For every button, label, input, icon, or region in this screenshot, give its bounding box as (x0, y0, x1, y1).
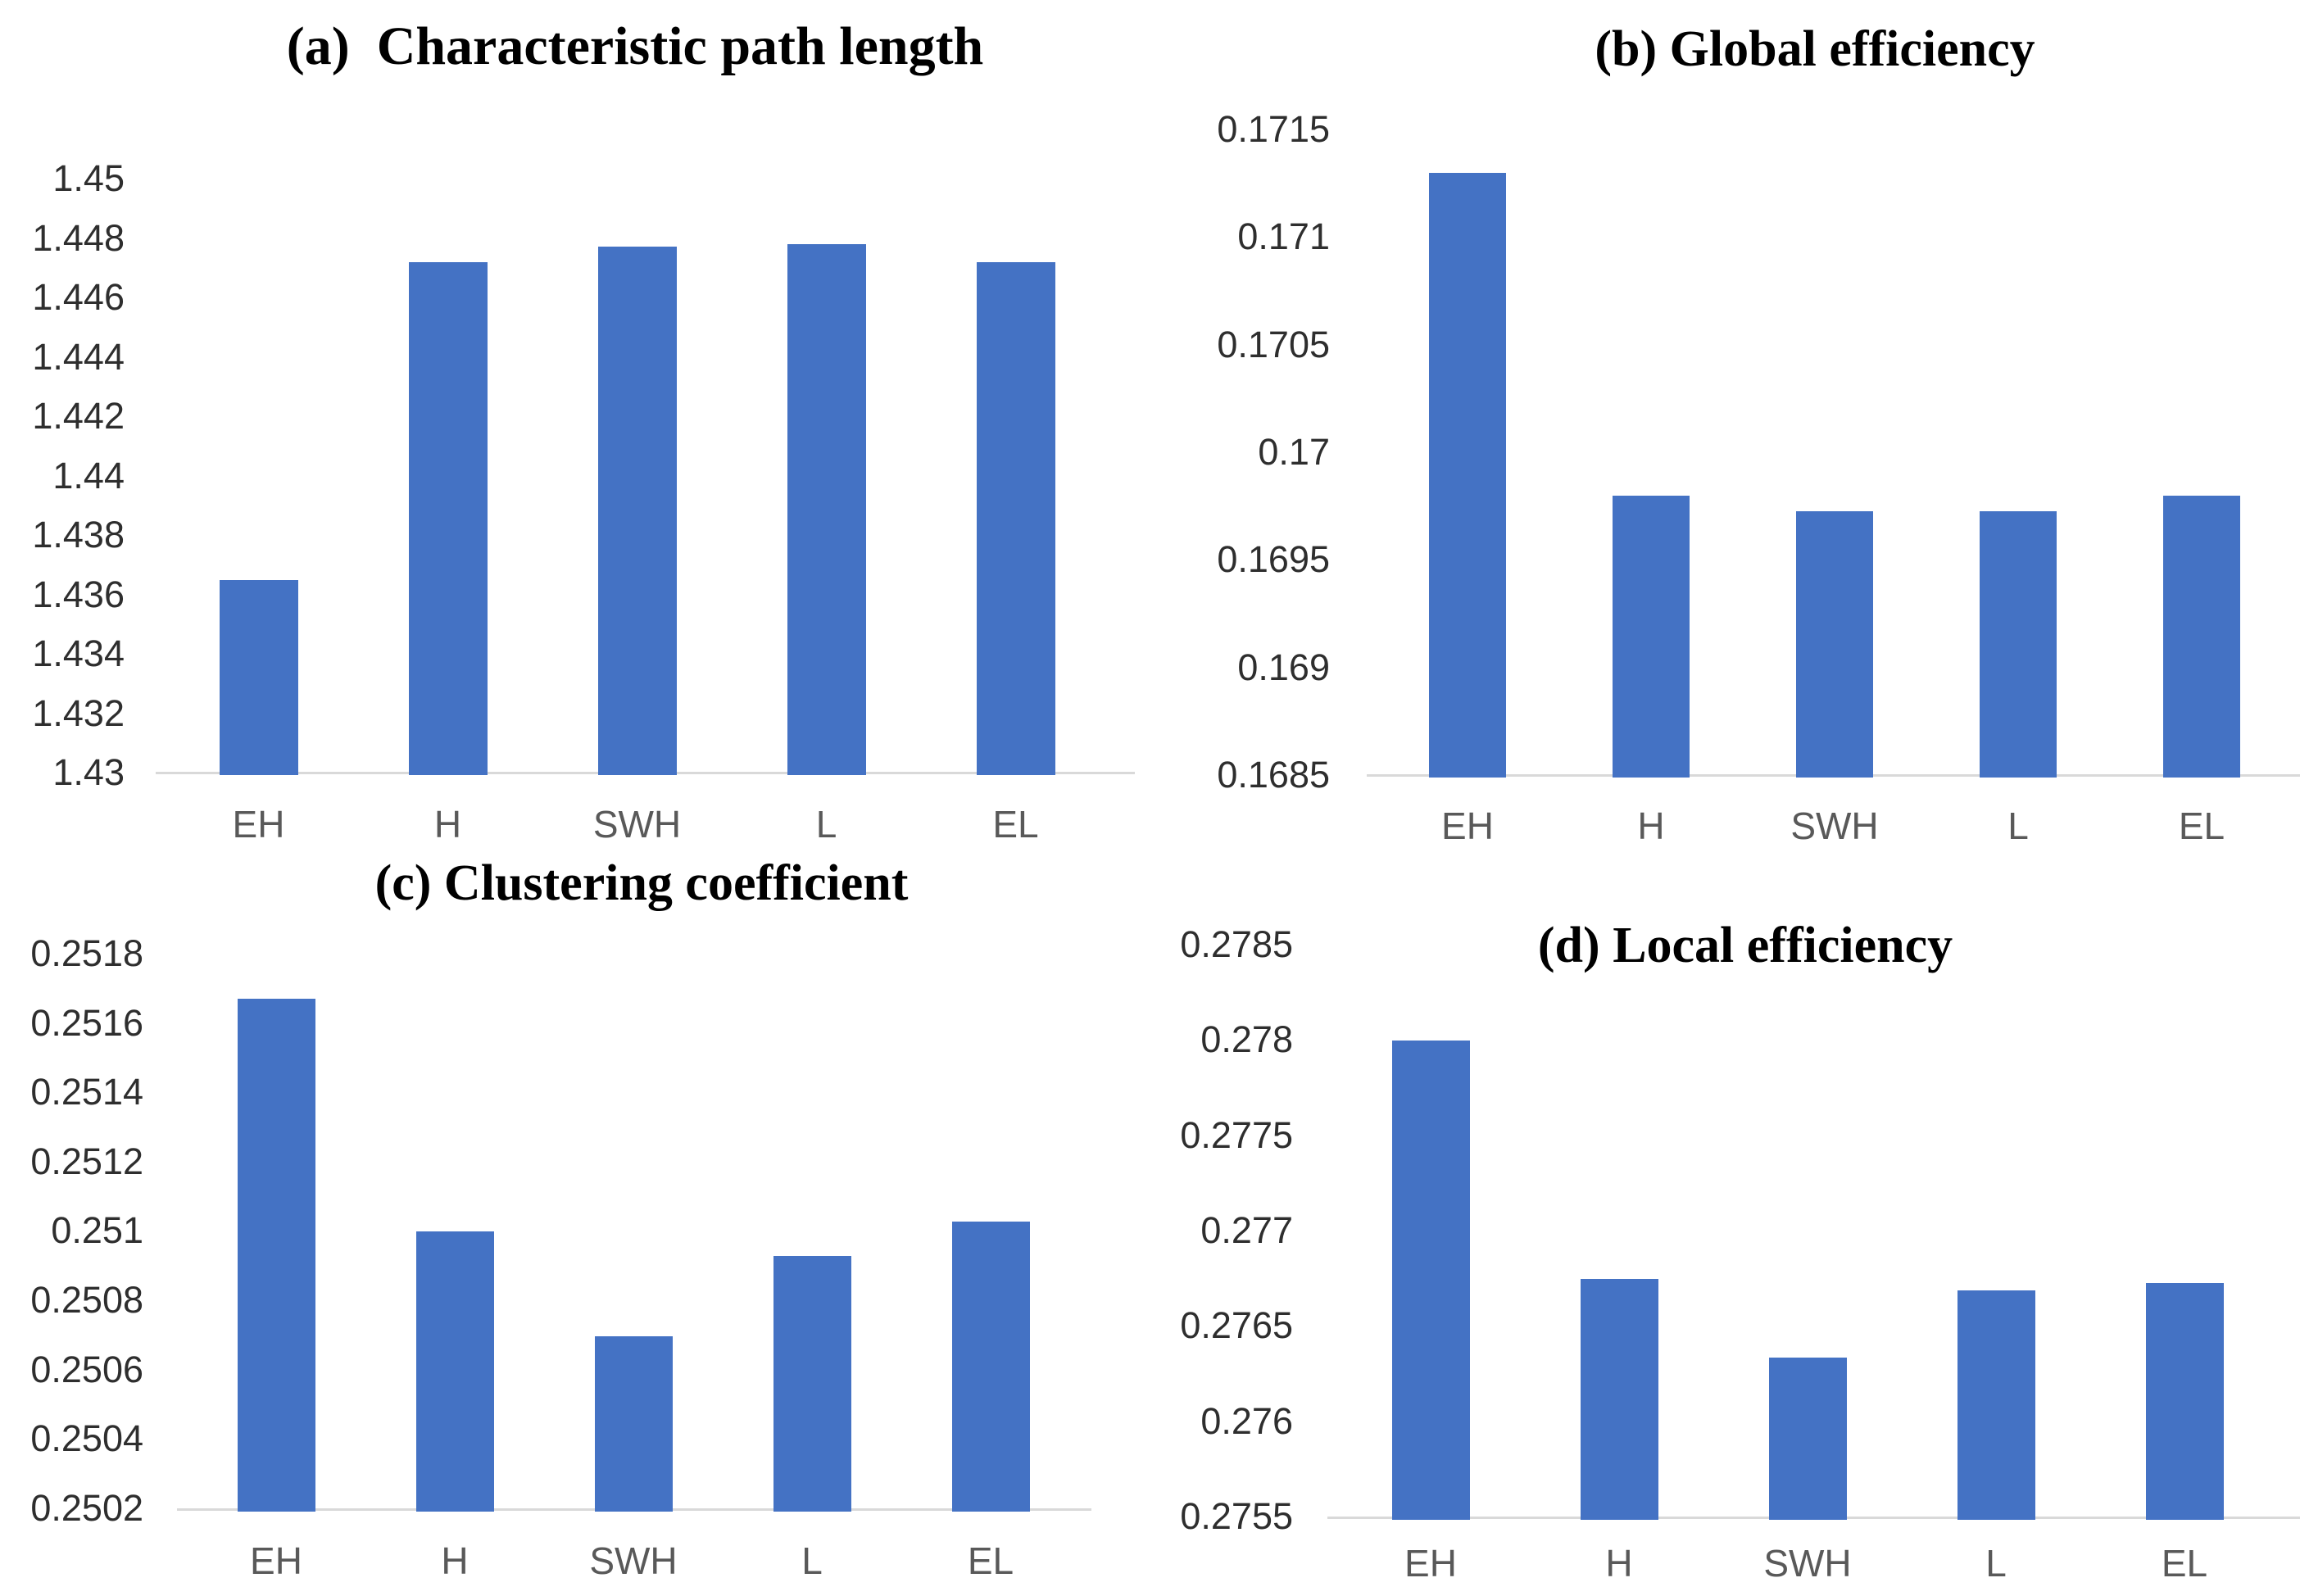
y-tick-label-b-0.171: 0.171 (1237, 215, 1330, 257)
bar-d-eh (1392, 1041, 1470, 1520)
y-tick-label-d-0.2775: 0.2775 (1180, 1114, 1293, 1156)
bar-c-l (773, 1256, 851, 1512)
y-tick-label-a-1.442: 1.442 (32, 395, 125, 437)
chart-a-title: (a) Characteristic path length (286, 16, 984, 76)
x-category-label-b-swh: SWH (1790, 805, 1879, 847)
y-tick-label-b-0.169: 0.169 (1237, 646, 1330, 688)
x-category-label-b-l: L (2007, 805, 2029, 847)
x-category-label-a-l: L (815, 803, 837, 846)
bar-a-eh (220, 580, 298, 775)
x-category-label-d-h: H (1605, 1542, 1633, 1585)
bar-b-el (2163, 496, 2240, 778)
x-category-label-b-el: EL (2178, 805, 2225, 847)
y-tick-label-c-0.2514: 0.2514 (30, 1071, 143, 1113)
bar-c-el (952, 1222, 1030, 1512)
y-tick-label-c-0.251: 0.251 (51, 1209, 143, 1251)
y-tick-label-b-0.17: 0.17 (1258, 431, 1330, 473)
bar-a-l (787, 244, 866, 775)
bar-b-eh (1429, 173, 1506, 778)
y-tick-label-a-1.448: 1.448 (32, 217, 125, 259)
y-tick-label-c-0.2508: 0.2508 (30, 1279, 143, 1321)
bar-d-swh (1769, 1358, 1847, 1520)
y-tick-label-a-1.436: 1.436 (32, 574, 125, 615)
x-category-label-c-eh: EH (250, 1539, 302, 1582)
x-category-label-c-el: EL (967, 1539, 1014, 1582)
x-category-label-a-swh: SWH (592, 803, 682, 846)
y-tick-label-a-1.438: 1.438 (32, 514, 125, 555)
x-category-label-a-el: EL (992, 803, 1039, 846)
y-tick-label-a-1.446: 1.446 (32, 276, 125, 318)
chart-c-clustering-coefficient: (c) Clustering coefficient 0.2518 0.2516 0… (0, 836, 1147, 1596)
bar-c-swh (595, 1336, 673, 1512)
y-tick-label-c-0.2504: 0.2504 (30, 1417, 143, 1459)
y-tick-label-c-0.2516: 0.2516 (30, 1002, 143, 1044)
x-category-label-c-swh: SWH (589, 1539, 678, 1582)
bar-d-h (1581, 1279, 1658, 1520)
x-category-label-d-swh: SWH (1763, 1542, 1852, 1585)
bar-d-l (1957, 1290, 2035, 1520)
y-tick-label-a-1.44: 1.44 (52, 455, 125, 496)
y-tick-label-c-0.2502: 0.2502 (30, 1487, 143, 1529)
y-tick-label-d-0.2755: 0.2755 (1180, 1495, 1293, 1537)
bar-c-h (416, 1231, 494, 1512)
y-tick-label-c-0.2506: 0.2506 (30, 1349, 143, 1390)
x-category-label-a-h: H (433, 803, 462, 846)
y-tick-label-d-0.276: 0.276 (1200, 1400, 1293, 1442)
chart-a-characteristic-path-length: (a) Characteristic path length 1.45 1.448… (0, 0, 1147, 846)
bar-b-h (1613, 496, 1690, 778)
y-tick-label-b-0.1715: 0.1715 (1217, 108, 1330, 150)
y-tick-label-d-0.2765: 0.2765 (1180, 1304, 1293, 1346)
y-tick-label-d-0.278: 0.278 (1200, 1018, 1293, 1060)
y-tick-label-a-1.432: 1.432 (32, 692, 125, 734)
y-tick-label-a-1.45: 1.45 (52, 157, 125, 199)
y-tick-label-c-0.2512: 0.2512 (30, 1140, 143, 1182)
y-tick-label-d-0.277: 0.277 (1200, 1209, 1293, 1251)
chart-c-title: (c) Clustering coefficient (374, 855, 909, 911)
y-tick-label-a-1.444: 1.444 (32, 336, 125, 378)
y-tick-label-a-1.434: 1.434 (32, 633, 125, 674)
x-category-label-a-eh: EH (232, 803, 285, 846)
x-category-label-c-l: L (801, 1539, 823, 1582)
bar-a-el (977, 262, 1055, 775)
chart-d-title: (d) Local efficiency (1537, 918, 1953, 973)
bar-b-l (1980, 511, 2057, 778)
bar-b-swh (1796, 511, 1873, 778)
bar-c-eh (238, 999, 315, 1512)
y-tick-label-b-0.1695: 0.1695 (1217, 538, 1330, 580)
y-tick-label-d-0.2785: 0.2785 (1180, 923, 1293, 965)
x-category-label-d-eh: EH (1404, 1542, 1457, 1585)
bar-a-swh (598, 247, 677, 775)
bar-a-h (409, 262, 488, 775)
x-category-label-d-el: EL (2161, 1542, 2208, 1585)
x-category-label-d-l: L (1985, 1542, 2007, 1585)
x-category-label-b-eh: EH (1441, 805, 1494, 847)
chart-d-local-efficiency: (d) Local efficiency 0.2785 0.278 0.2775 0.… (1147, 836, 2300, 1596)
x-category-label-c-h: H (441, 1539, 469, 1582)
x-category-label-b-h: H (1637, 805, 1665, 847)
y-tick-label-c-0.2518: 0.2518 (30, 932, 143, 974)
chart-b-global-efficiency: (b) Global efficiency 0.1715 0.171 0.1705 0… (1147, 0, 2300, 847)
bar-d-el (2146, 1283, 2224, 1520)
y-tick-label-b-0.1705: 0.1705 (1217, 324, 1330, 365)
y-tick-label-b-0.1685: 0.1685 (1217, 754, 1330, 796)
y-tick-label-a-1.43: 1.43 (52, 751, 125, 793)
chart-b-title: (b) Global efficiency (1595, 21, 2035, 77)
